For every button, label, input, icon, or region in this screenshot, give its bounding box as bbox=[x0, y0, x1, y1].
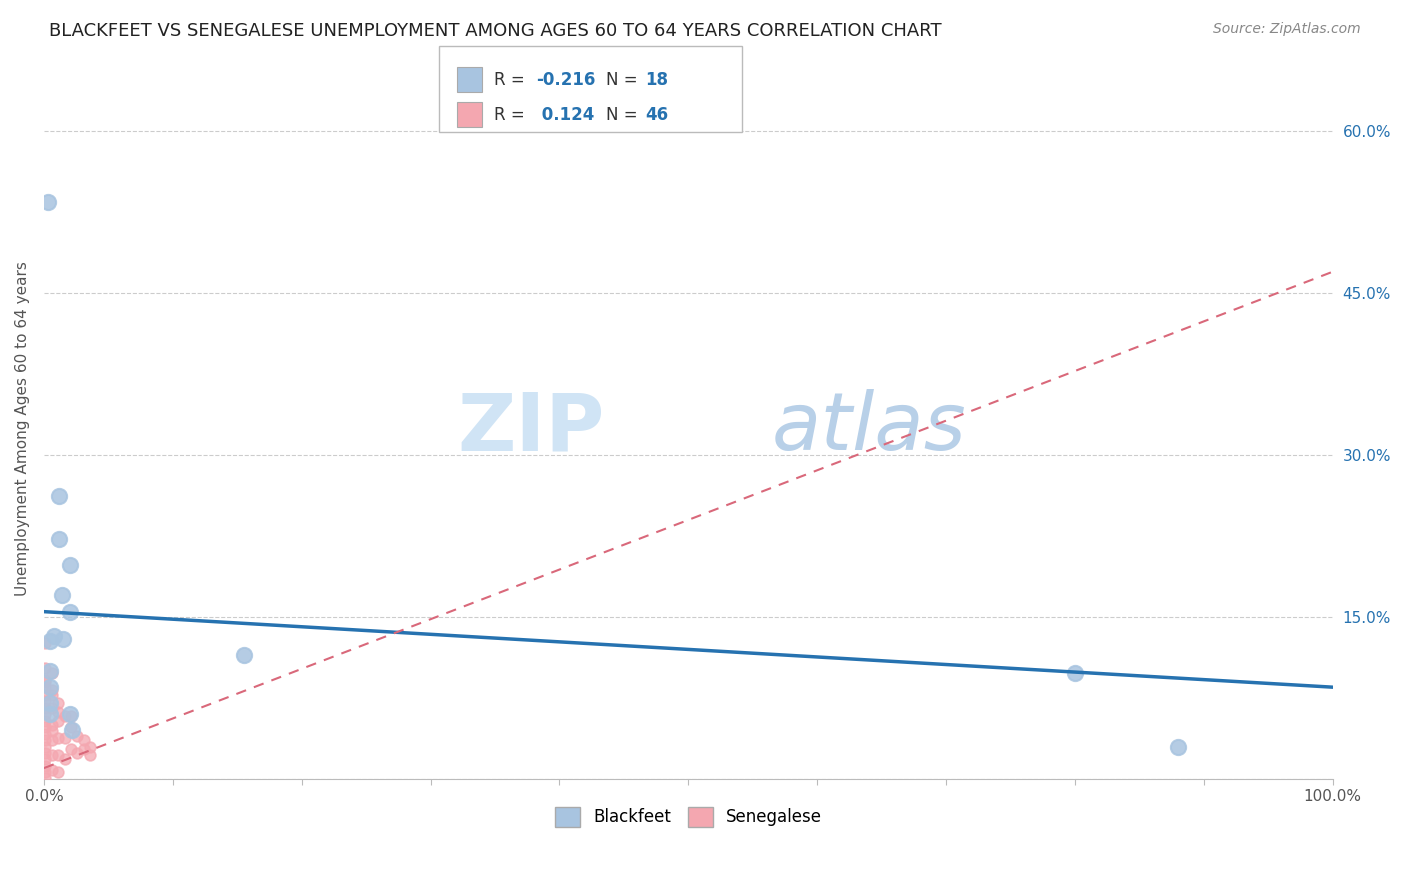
Point bbox=[48, 489, 70, 503]
Point bbox=[66, 729, 89, 743]
Point bbox=[41, 683, 63, 698]
Point bbox=[79, 739, 101, 754]
Point bbox=[34, 759, 56, 773]
Text: BLACKFEET VS SENEGALESE UNEMPLOYMENT AMONG AGES 60 TO 64 YEARS CORRELATION CHART: BLACKFEET VS SENEGALESE UNEMPLOYMENT AMO… bbox=[49, 22, 942, 40]
Point bbox=[60, 723, 83, 738]
Point bbox=[59, 558, 82, 573]
Point bbox=[66, 746, 89, 760]
Text: R =: R = bbox=[494, 106, 530, 124]
Point bbox=[41, 764, 63, 778]
Point bbox=[39, 707, 62, 722]
Point bbox=[34, 636, 56, 650]
Point bbox=[59, 605, 82, 619]
Point bbox=[34, 752, 56, 766]
Point bbox=[44, 630, 66, 644]
Point bbox=[1167, 739, 1189, 754]
Point bbox=[53, 731, 76, 745]
Text: R =: R = bbox=[494, 70, 530, 88]
Text: -0.216: -0.216 bbox=[536, 70, 595, 88]
Point bbox=[59, 741, 82, 756]
Point bbox=[53, 752, 76, 766]
Point bbox=[34, 720, 56, 734]
Point bbox=[232, 648, 254, 662]
Text: atlas: atlas bbox=[772, 389, 967, 467]
Point bbox=[46, 765, 69, 780]
Point bbox=[48, 533, 70, 547]
Point bbox=[46, 714, 69, 728]
Point bbox=[34, 714, 56, 728]
Point bbox=[34, 694, 56, 708]
Point bbox=[46, 697, 69, 711]
Legend: Blackfeet, Senegalese: Blackfeet, Senegalese bbox=[548, 800, 828, 834]
Point bbox=[39, 633, 62, 648]
Text: 46: 46 bbox=[645, 106, 668, 124]
Point bbox=[34, 765, 56, 780]
Point bbox=[34, 700, 56, 714]
Point bbox=[34, 674, 56, 689]
Point bbox=[73, 733, 96, 747]
Point bbox=[39, 664, 62, 678]
Point bbox=[34, 726, 56, 740]
Point bbox=[41, 748, 63, 763]
Point bbox=[46, 731, 69, 745]
Point bbox=[39, 697, 62, 711]
Point bbox=[41, 733, 63, 747]
Point bbox=[46, 705, 69, 719]
Text: N =: N = bbox=[606, 106, 643, 124]
Text: N =: N = bbox=[606, 70, 643, 88]
Point bbox=[59, 720, 82, 734]
Text: Source: ZipAtlas.com: Source: ZipAtlas.com bbox=[1213, 22, 1361, 37]
Point bbox=[59, 709, 82, 723]
Point bbox=[34, 661, 56, 675]
Point bbox=[41, 724, 63, 739]
Text: ZIP: ZIP bbox=[457, 389, 605, 467]
Point bbox=[53, 709, 76, 723]
Point bbox=[34, 771, 56, 785]
Y-axis label: Unemployment Among Ages 60 to 64 years: Unemployment Among Ages 60 to 64 years bbox=[15, 260, 30, 596]
Point bbox=[41, 666, 63, 681]
Point bbox=[73, 741, 96, 756]
Point bbox=[34, 673, 56, 687]
Text: 0.124: 0.124 bbox=[536, 106, 595, 124]
Point bbox=[79, 748, 101, 763]
Point bbox=[41, 700, 63, 714]
Point bbox=[34, 733, 56, 747]
Point bbox=[59, 707, 82, 722]
Point bbox=[52, 632, 75, 646]
Point bbox=[34, 688, 56, 702]
Point bbox=[37, 194, 59, 209]
Point bbox=[34, 707, 56, 722]
Point bbox=[34, 680, 56, 694]
Point bbox=[51, 589, 73, 603]
Point bbox=[46, 748, 69, 763]
Point bbox=[39, 680, 62, 694]
Point bbox=[41, 718, 63, 732]
Point bbox=[34, 746, 56, 760]
Point bbox=[41, 688, 63, 702]
Text: 18: 18 bbox=[645, 70, 668, 88]
Point bbox=[34, 739, 56, 754]
Point bbox=[1064, 666, 1087, 681]
